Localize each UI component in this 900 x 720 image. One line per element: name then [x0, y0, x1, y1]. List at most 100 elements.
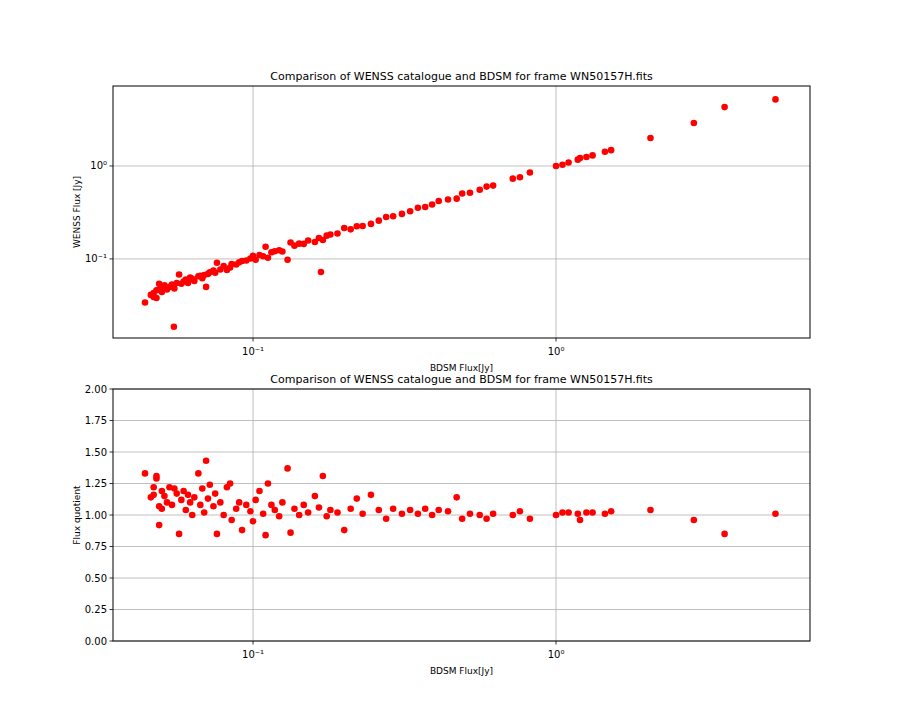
point — [197, 502, 204, 509]
y-tick-label: 2.00 — [85, 384, 107, 395]
y-tick — [110, 389, 114, 390]
y-tick — [110, 641, 114, 642]
y-tick — [110, 609, 114, 610]
point — [429, 201, 436, 208]
y-tick-label: 0.25 — [85, 604, 107, 615]
y-tick-label: 10⁻¹ — [85, 253, 107, 264]
point — [390, 213, 397, 220]
point — [260, 510, 267, 517]
point — [483, 515, 490, 522]
x-axis-label: BDSM Flux[Jy] — [430, 363, 493, 373]
point — [247, 508, 254, 515]
grid-line — [113, 546, 810, 547]
point — [265, 254, 272, 261]
point — [150, 484, 157, 491]
point — [341, 225, 348, 232]
point — [347, 505, 354, 512]
point — [327, 507, 334, 514]
point — [207, 481, 214, 488]
x-tick — [253, 338, 254, 342]
point — [589, 152, 596, 159]
point — [368, 492, 375, 499]
point — [334, 509, 341, 516]
point — [490, 510, 497, 517]
point — [284, 465, 291, 472]
point — [203, 284, 210, 291]
grid-line — [556, 86, 557, 338]
point — [589, 509, 596, 516]
point — [772, 510, 779, 517]
point — [205, 495, 212, 502]
point — [390, 505, 397, 512]
point — [347, 226, 354, 233]
point — [445, 508, 452, 515]
chart-title: Comparison of WENSS catalogue and BDSM f… — [270, 373, 653, 386]
y-tick — [110, 483, 114, 484]
point — [510, 512, 517, 519]
y-tick — [110, 578, 114, 579]
point — [691, 120, 698, 127]
x-tick-label: 10⁰ — [548, 346, 565, 357]
y-axis-label: WENSS Flux [Jy] — [72, 176, 82, 248]
y-tick — [110, 452, 114, 453]
point — [577, 517, 584, 524]
point — [287, 529, 294, 536]
point — [153, 475, 160, 482]
point — [173, 490, 180, 497]
point — [183, 507, 190, 514]
point — [284, 256, 291, 263]
point — [483, 183, 490, 190]
point — [212, 490, 219, 497]
point — [527, 169, 534, 176]
point — [233, 505, 240, 512]
point — [291, 505, 298, 512]
x-axis-label: BDSM Flux[Jy] — [430, 666, 493, 676]
point — [359, 510, 366, 517]
y-tick-label: 10⁰ — [90, 160, 107, 171]
grid-line — [113, 420, 810, 421]
grid-line — [113, 258, 810, 259]
y-axis-label: Flux quotient — [72, 485, 82, 545]
point — [459, 515, 466, 522]
point — [565, 159, 572, 166]
point — [312, 493, 319, 500]
point — [647, 135, 654, 142]
point — [415, 204, 422, 211]
point — [772, 96, 779, 103]
x-tick — [556, 338, 557, 342]
point — [272, 507, 279, 514]
point — [399, 211, 406, 218]
point — [383, 515, 390, 522]
point — [399, 510, 406, 517]
point — [721, 531, 728, 538]
point — [178, 497, 185, 504]
point — [214, 531, 221, 538]
point — [353, 495, 360, 502]
point — [191, 494, 198, 501]
point — [171, 324, 178, 331]
point — [721, 104, 728, 111]
y-tick-label: 0.75 — [85, 541, 107, 552]
grid-line — [253, 86, 254, 338]
point — [279, 499, 286, 506]
grid-line — [113, 483, 810, 484]
plot-frame — [113, 389, 810, 641]
y-tick — [110, 546, 114, 547]
point — [476, 512, 483, 519]
grid-line — [113, 452, 810, 453]
point — [236, 499, 243, 506]
point — [553, 512, 560, 519]
point — [153, 295, 160, 302]
point — [453, 195, 460, 202]
point — [435, 198, 442, 205]
y-tick-label: 1.50 — [85, 447, 107, 458]
x-tick-label: 10⁻¹ — [242, 649, 264, 660]
point — [467, 510, 474, 517]
point — [220, 512, 227, 519]
point — [341, 527, 348, 534]
point — [296, 512, 303, 519]
point — [422, 505, 429, 512]
point — [150, 492, 157, 499]
plot-frame — [113, 86, 810, 338]
point — [415, 510, 422, 517]
